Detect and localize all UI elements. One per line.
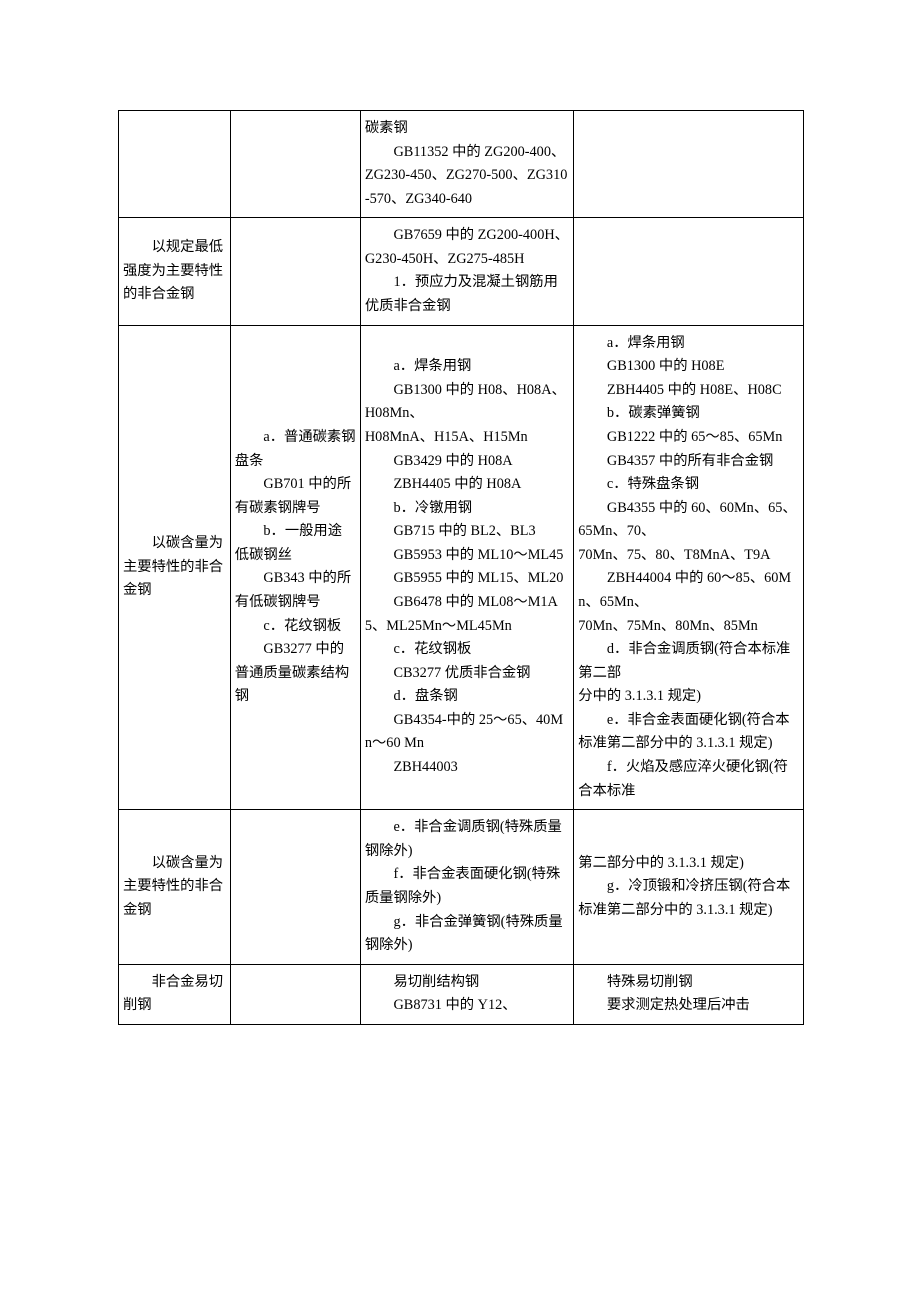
cell-text: e．非合金表面硬化钢(符合本标准第二部分中的 3.1.3.1 规定) (578, 709, 799, 756)
cell-text: 要求测定热处理后冲击 (578, 994, 799, 1018)
table-cell-col2: a．普通碳素钢盘条GB701 中的所有碳素钢牌号b．一般用途低碳钢丝GB343 … (230, 325, 360, 810)
cell-text: GB1300 中的 H08、H08A、H08Mn、 (365, 379, 569, 426)
cell-text: a．普通碳素钢盘条 (235, 426, 356, 473)
cell-text: ZBH44004 中的 60～85、60Mn、65Mn、 (578, 567, 799, 614)
table-cell-col1: 非合金易切削钢 (119, 964, 231, 1024)
cell-text: 分中的 3.1.3.1 规定) (578, 685, 799, 709)
table-cell-col3: 碳素钢GB11352 中的 ZG200-400、ZG230-450、ZG270-… (360, 111, 573, 218)
table-cell-col4: 第二部分中的 3.1.3.1 规定)g．冷顶锻和冷挤压钢(符合本标准第二部分中的… (574, 810, 804, 964)
cell-text: GB11352 中的 ZG200-400、ZG230-450、ZG270-500… (365, 141, 569, 212)
cell-text: 易切削结构钢 (365, 971, 569, 995)
cell-text: c．特殊盘条钢 (578, 473, 799, 497)
cell-text: H08MnA、H15A、H15Mn (365, 426, 569, 450)
table-row: 以碳含量为主要特性的非合金钢 e．非合金调质钢(特殊质量钢除外)f．非合金表面硬化… (119, 810, 804, 964)
cell-text: e．非合金调质钢(特殊质量钢除外) (365, 816, 569, 863)
table-row: 非合金易切削钢 易切削结构钢GB8731 中的 Y12、特殊易切削钢要求测定热处理… (119, 964, 804, 1024)
cell-text: f．火焰及感应淬火硬化钢(符合本标准 (578, 756, 799, 803)
table-cell-col1: 以碳含量为主要特性的非合金钢 (119, 810, 231, 964)
table-cell-col3: 易切削结构钢GB8731 中的 Y12、 (360, 964, 573, 1024)
cell-text: 第二部分中的 3.1.3.1 规定) (578, 852, 799, 876)
cell-text: 以碳含量为主要特性的非合金钢 (123, 532, 226, 603)
table-cell-col2 (230, 218, 360, 325)
table-cell-col4: a．焊条用钢GB1300 中的 H08EZBH4405 中的 H08E、H08C… (574, 325, 804, 810)
cell-text: GB8731 中的 Y12、 (365, 994, 569, 1018)
cell-text: CB3277 优质非合金钢 (365, 662, 569, 686)
cell-text: g．非合金弹簧钢(特殊质量钢除外) (365, 911, 569, 958)
cell-text: 以碳含量为主要特性的非合金钢 (123, 852, 226, 923)
table-cell-col4 (574, 111, 804, 218)
cell-text: c．花纹钢板 (365, 638, 569, 662)
table-cell-col4: 特殊易切削钢要求测定热处理后冲击 (574, 964, 804, 1024)
table-row: 以碳含量为主要特性的非合金钢a．普通碳素钢盘条GB701 中的所有碳素钢牌号b．… (119, 325, 804, 810)
cell-text: GB4354-中的 25～65、40Mn～60 Mn (365, 709, 569, 756)
cell-text: g．冷顶锻和冷挤压钢(符合本标准第二部分中的 3.1.3.1 规定) (578, 875, 799, 922)
table-row: 以规定最低强度为主要特性的非合金钢 GB7659 中的 ZG200-400H、G2… (119, 218, 804, 325)
table-cell-col1 (119, 111, 231, 218)
cell-text: GB715 中的 BL2、BL3 (365, 520, 569, 544)
cell-text: GB4357 中的所有非合金钢 (578, 450, 799, 474)
cell-text: 特殊易切削钢 (578, 971, 799, 995)
cell-text: d．盘条钢 (365, 685, 569, 709)
cell-text: GB3277 中的普通质量碳素结构钢 (235, 638, 356, 709)
cell-text: GB1222 中的 65～85、65Mn (578, 426, 799, 450)
cell-text: d．非合金调质钢(符合本标准第二部 (578, 638, 799, 685)
cell-text: GB3429 中的 H08A (365, 450, 569, 474)
cell-text: 70Mn、75、80、T8MnA、T9A (578, 544, 799, 568)
cell-text: GB343 中的所有低碳钢牌号 (235, 567, 356, 614)
cell-text: GB6478 中的 ML08～M1A5、ML25Mn～ML45Mn (365, 591, 569, 638)
cell-text: b．冷镦用钢 (365, 497, 569, 521)
table-cell-col2 (230, 964, 360, 1024)
cell-text: GB4355 中的 60、60Mn、65、65Mn、70、 (578, 497, 799, 544)
cell-text: 碳素钢 (365, 117, 569, 141)
steel-classification-table: 碳素钢GB11352 中的 ZG200-400、ZG230-450、ZG270-… (118, 110, 804, 1025)
table-row: 碳素钢GB11352 中的 ZG200-400、ZG230-450、ZG270-… (119, 111, 804, 218)
cell-text: GB701 中的所有碳素钢牌号 (235, 473, 356, 520)
cell-text: a．焊条用钢 (365, 355, 569, 379)
cell-text: GB7659 中的 ZG200-400H、G230-450H、ZG275-485… (365, 224, 569, 271)
table-cell-col2 (230, 810, 360, 964)
cell-text: GB5955 中的 ML15、ML20 (365, 567, 569, 591)
cell-text: f．非合金表面硬化钢(特殊质量钢除外) (365, 863, 569, 910)
table-cell-col3: a．焊条用钢GB1300 中的 H08、H08A、H08Mn、H08MnA、H1… (360, 325, 573, 810)
cell-text: GB5953 中的 ML10～ML45 (365, 544, 569, 568)
table-cell-col1: 以碳含量为主要特性的非合金钢 (119, 325, 231, 810)
cell-text: 以规定最低强度为主要特性的非合金钢 (123, 236, 226, 307)
table-cell-col4 (574, 218, 804, 325)
table-cell-col3: e．非合金调质钢(特殊质量钢除外)f．非合金表面硬化钢(特殊质量钢除外)g．非合… (360, 810, 573, 964)
document-page: 碳素钢GB11352 中的 ZG200-400、ZG230-450、ZG270-… (0, 0, 920, 1045)
cell-text: a．焊条用钢 (578, 332, 799, 356)
cell-text: ZBH4405 中的 H08E、H08C (578, 379, 799, 403)
cell-text: b．碳素弹簧钢 (578, 402, 799, 426)
cell-text: b．一般用途低碳钢丝 (235, 520, 356, 567)
table-cell-col2 (230, 111, 360, 218)
table-cell-col3: GB7659 中的 ZG200-400H、G230-450H、ZG275-485… (360, 218, 573, 325)
table-cell-col1: 以规定最低强度为主要特性的非合金钢 (119, 218, 231, 325)
cell-text: 1．预应力及混凝土钢筋用优质非合金钢 (365, 271, 569, 318)
cell-text: 70Mn、75Mn、80Mn、85Mn (578, 615, 799, 639)
cell-text: GB1300 中的 H08E (578, 355, 799, 379)
cell-text: 非合金易切削钢 (123, 971, 226, 1018)
cell-text: ZBH4405 中的 H08A (365, 473, 569, 497)
cell-text: c．花纹钢板 (235, 615, 356, 639)
cell-text: ZBH44003 (365, 756, 569, 780)
